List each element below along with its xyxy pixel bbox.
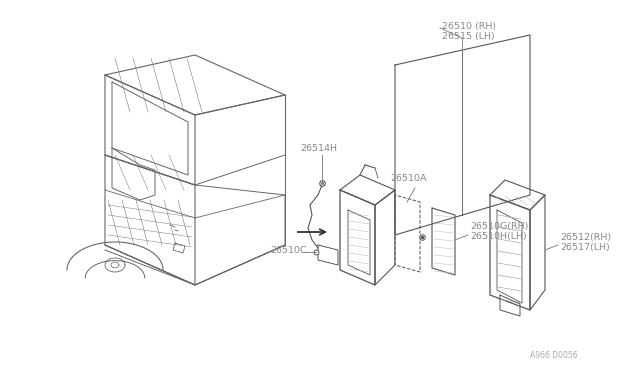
Text: 26510C: 26510C: [270, 246, 307, 254]
Text: 26510G(RH): 26510G(RH): [470, 222, 529, 231]
Text: 26510A: 26510A: [390, 174, 426, 183]
Text: A966 D0056: A966 D0056: [530, 351, 578, 360]
Text: 26514H: 26514H: [300, 144, 337, 153]
Text: 26512(RH): 26512(RH): [560, 233, 611, 242]
Text: 26517(LH): 26517(LH): [560, 243, 610, 252]
Text: 26510 (RH): 26510 (RH): [442, 22, 496, 31]
Text: 26510H(LH): 26510H(LH): [470, 232, 527, 241]
Text: 26515 (LH): 26515 (LH): [442, 32, 495, 41]
